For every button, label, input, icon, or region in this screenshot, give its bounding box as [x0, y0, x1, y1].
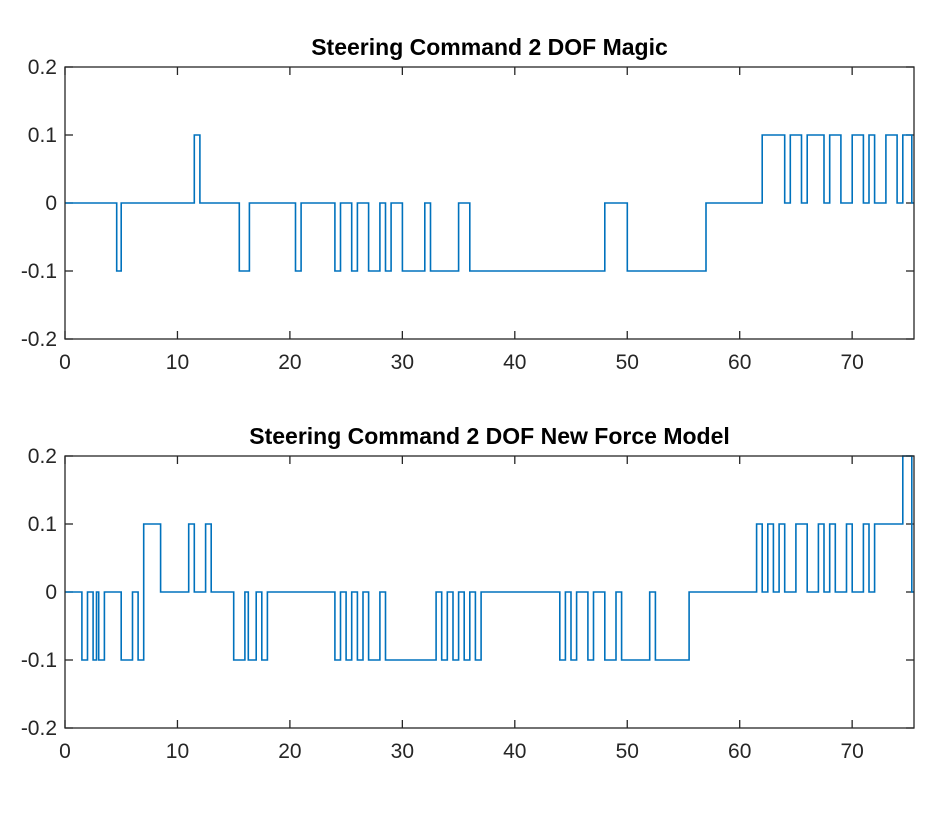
y-tick-label: 0.1: [28, 124, 57, 147]
chart-title: Steering Command 2 DOF New Force Model: [249, 423, 730, 449]
series-line-0: [65, 134, 914, 272]
x-tick-label: 10: [166, 740, 189, 763]
x-tick-label: 30: [391, 740, 414, 763]
x-tick-label: 20: [278, 740, 301, 763]
x-tick-label: 0: [59, 351, 71, 374]
x-tick-label: 40: [503, 351, 526, 374]
y-tick-label: -0.1: [21, 649, 57, 672]
subplot-magic: Steering Command 2 DOF Magic 0 10 20 30 40 50 6…: [21, 34, 915, 374]
x-tick-label: 60: [728, 740, 751, 763]
y-tick-label: -0.2: [21, 328, 57, 351]
x-tick-label: 0: [59, 740, 71, 763]
axes-box: [64, 455, 915, 729]
series-line-0: [65, 455, 914, 661]
x-tick-label: 50: [616, 351, 639, 374]
y-tick-label: 0.1: [28, 513, 57, 536]
y-tick-label: 0: [45, 192, 57, 215]
y-tick-label: 0: [45, 581, 57, 604]
x-tick-label: 20: [278, 351, 301, 374]
x-tick-label: 40: [503, 740, 526, 763]
x-tick-label: 50: [616, 740, 639, 763]
x-tick-label: 10: [166, 351, 189, 374]
y-tick-label: 0.2: [28, 56, 57, 79]
x-tick-label: 60: [728, 351, 751, 374]
y-tick-label: 0.2: [28, 445, 57, 468]
x-tick-label: 30: [391, 351, 414, 374]
subplot-new-force-model: Steering Command 2 DOF New Force Model 0 1…: [21, 423, 915, 763]
x-tick-label: 70: [840, 740, 863, 763]
chart-title: Steering Command 2 DOF Magic: [311, 34, 668, 60]
y-tick-label: -0.2: [21, 717, 57, 740]
y-tick-label: -0.1: [21, 260, 57, 283]
x-tick-label: 70: [840, 351, 863, 374]
axes-box: [64, 66, 915, 340]
